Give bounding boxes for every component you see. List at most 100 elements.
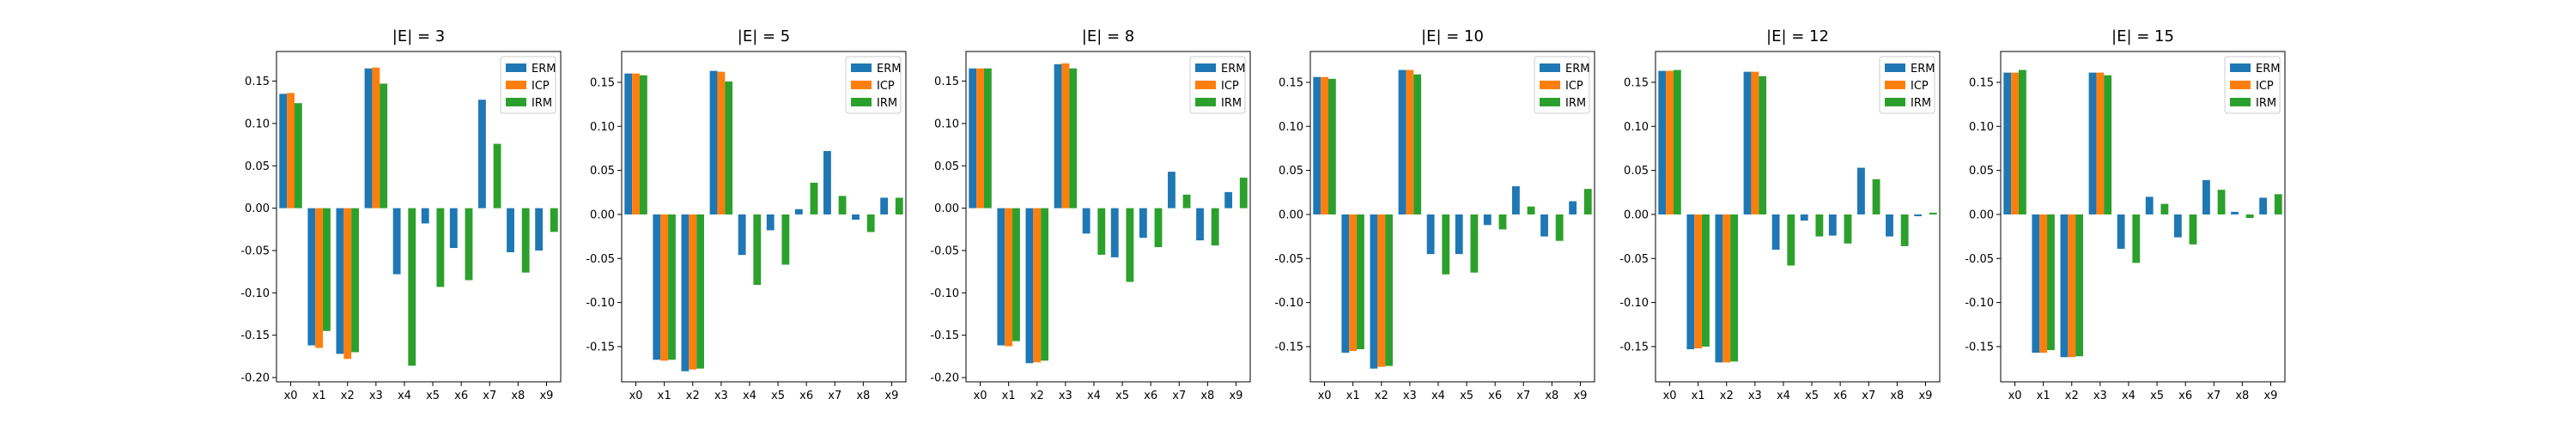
bar-icp-x2 <box>343 208 352 360</box>
bar-erm-x6 <box>449 208 458 249</box>
axes-frame <box>965 51 1251 383</box>
bar-erm-x3 <box>709 70 718 214</box>
bar-irm-x8 <box>1900 214 1909 246</box>
x-tick-label: x0 <box>1318 390 1332 402</box>
bar-irm-x3 <box>725 81 733 214</box>
bar-irm-x2 <box>696 214 704 369</box>
bar-irm-x0 <box>1673 69 1681 214</box>
bar-irm-x3 <box>2104 75 2112 214</box>
x-tick-label: x6 <box>799 390 813 402</box>
x-tick-label: x0 <box>1663 390 1677 402</box>
bar-erm-x1 <box>2032 214 2040 353</box>
bar-erm-x5 <box>1110 208 1119 257</box>
bar-icp-x3 <box>2096 72 2105 214</box>
axes-frame <box>1655 51 1941 383</box>
y-tick-label: 0.00 <box>245 202 270 215</box>
legend-label-icp: ICP <box>877 80 895 93</box>
bar-icp-x0 <box>976 68 984 208</box>
x-tick-label: x0 <box>2008 390 2022 402</box>
subplot-1: |E| = 3 -0.20 -0.15 -0.10 -0.05 0.00 0.05 0.10 0… <box>240 27 562 402</box>
bar-icp-x3 <box>1061 63 1070 208</box>
bar-icp-x0 <box>1321 76 1328 214</box>
x-tick-label: x0 <box>974 390 987 402</box>
x-tick-label: x3 <box>1059 390 1072 402</box>
y-tick-label: 0.10 <box>1969 121 1994 134</box>
y-tick-label: 0.15 <box>1969 76 1994 89</box>
legend-swatch-icp <box>1885 81 1905 89</box>
x-tick-label: x9 <box>2263 390 2277 402</box>
x-tick-label: x6 <box>2178 390 2192 402</box>
legend: ERM ICP IRM <box>2224 56 2281 114</box>
x-tick-label: x8 <box>2235 390 2249 402</box>
legend-label-icp: ICP <box>532 80 550 93</box>
x-tick-label: x4 <box>398 390 411 402</box>
bar-erm-x8 <box>1540 214 1548 237</box>
x-tick-label: x1 <box>1002 390 1016 402</box>
y-tick-label: 0.00 <box>590 208 615 221</box>
legend-swatch-erm <box>2230 63 2251 72</box>
y-tick-label: -0.20 <box>240 372 270 385</box>
bar-erm-x9 <box>2259 197 2268 214</box>
x-tick-label: x0 <box>629 390 643 402</box>
legend-swatch-erm <box>1195 63 1216 72</box>
x-tick-label: x9 <box>1918 390 1932 402</box>
y-tick-label: -0.10 <box>240 287 270 300</box>
legend-swatch-irm <box>1540 98 1560 106</box>
bar-icp-x3 <box>717 71 726 214</box>
y-tick-label: -0.15 <box>930 329 959 342</box>
y-tick-label: -0.15 <box>1965 341 1994 353</box>
subplot-6: |E| = 15 -0.15 -0.10 -0.05 0.00 0.05 0.10 0.15 x… <box>1965 27 2286 402</box>
legend-swatch-erm <box>506 63 526 72</box>
legend-label-irm: IRM <box>1911 97 1931 110</box>
bar-erm-x3 <box>1054 63 1062 208</box>
bar-icp-x1 <box>315 208 324 348</box>
bar-erm-x2 <box>1025 208 1034 364</box>
y-tick-label: 0.00 <box>1279 208 1303 221</box>
bar-irm-x5 <box>2160 203 2169 214</box>
bar-irm-x8 <box>1211 208 1219 246</box>
legend-swatch-irm <box>851 98 872 106</box>
bar-icp-x1 <box>1005 208 1013 347</box>
x-tick-label: x5 <box>1805 390 1819 402</box>
axes-frame <box>276 51 562 383</box>
y-tick-label: 0.05 <box>245 160 270 173</box>
x-tick-label: x9 <box>539 390 553 402</box>
axes-frame <box>2000 51 2286 383</box>
bar-irm-x8 <box>866 214 875 233</box>
bar-irm-x7 <box>1182 194 1191 208</box>
x-tick-label: x4 <box>743 390 756 402</box>
bar-erm-x4 <box>1426 214 1435 255</box>
bar-erm-x6 <box>1828 214 1837 236</box>
x-tick-label: x8 <box>511 390 525 402</box>
bar-erm-x0 <box>279 94 288 208</box>
legend: ERM ICP IRM <box>1534 56 1590 114</box>
bar-irm-x2 <box>1385 214 1393 366</box>
bar-erm-x2 <box>681 214 690 372</box>
legend-label-icp: ICP <box>1221 80 1239 93</box>
bar-erm-x9 <box>880 197 889 214</box>
legend-label-irm: IRM <box>877 97 897 110</box>
bar-icp-x2 <box>1033 208 1042 363</box>
x-tick-label: x3 <box>369 390 383 402</box>
bar-erm-x3 <box>1743 71 1752 214</box>
bar-erm-x2 <box>2060 214 2069 358</box>
bar-icp-x0 <box>1666 70 1674 214</box>
subplot-5: |E| = 12 -0.15 -0.10 -0.05 0.00 0.05 0.10 0.15 x… <box>1619 27 1941 402</box>
bar-irm-x9 <box>2274 194 2282 214</box>
bar-erm-x1 <box>1341 214 1350 353</box>
legend: ERM ICP IRM <box>500 56 556 114</box>
bar-erm-x1 <box>1686 214 1695 350</box>
y-tick-label: 0.15 <box>590 76 615 89</box>
subplot-title: |E| = 10 <box>1421 27 1484 45</box>
bar-irm-x1 <box>1012 208 1020 341</box>
bar-erm-x6 <box>1483 214 1492 226</box>
legend-swatch-irm <box>1885 98 1905 106</box>
bar-irm-x5 <box>1815 214 1824 237</box>
bar-icp-x3 <box>1751 71 1759 214</box>
bar-irm-x6 <box>2189 214 2197 245</box>
legend-swatch-icp <box>1540 81 1560 89</box>
subplot-4: |E| = 10 -0.15 -0.10 -0.05 0.00 0.05 0.10 0.15 x… <box>1274 27 1595 402</box>
bar-icp-x2 <box>689 214 697 370</box>
bar-irm-x6 <box>465 208 473 281</box>
bar-irm-x8 <box>2245 214 2254 219</box>
